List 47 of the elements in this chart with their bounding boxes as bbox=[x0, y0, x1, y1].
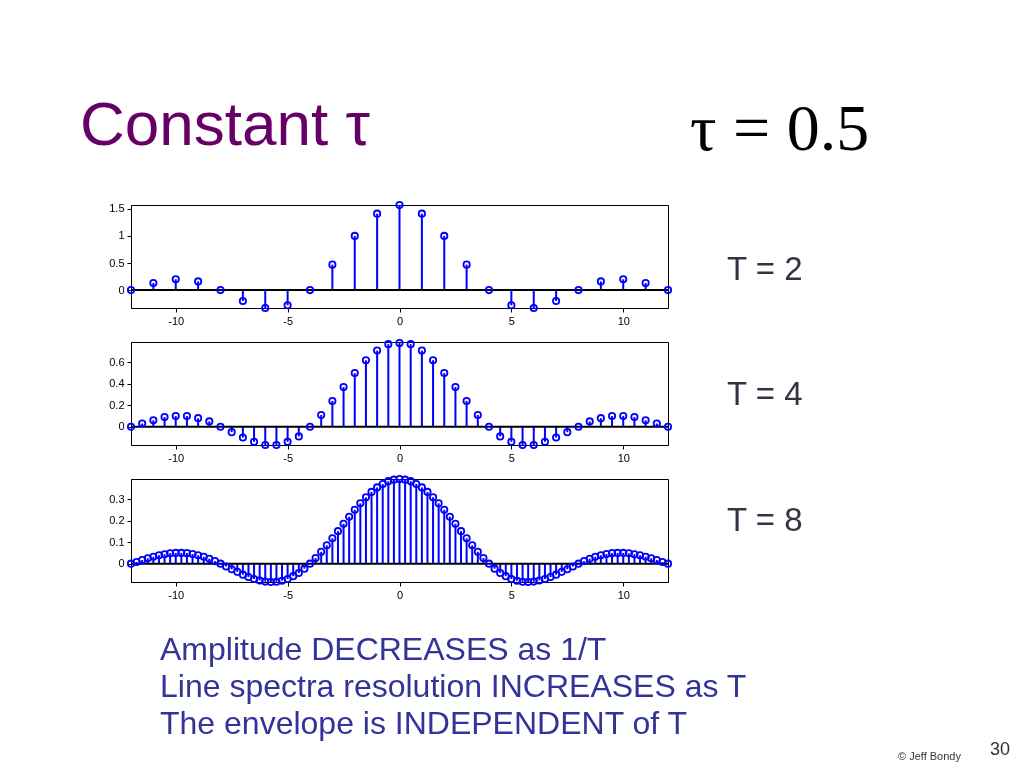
point bbox=[149, 279, 158, 288]
x-tick-label: -10 bbox=[168, 588, 185, 601]
y-tick-label: 0.5 bbox=[109, 256, 125, 269]
text: The envelope is INDEPENDENT of T bbox=[160, 705, 688, 741]
x-tick-label: 0 bbox=[396, 451, 404, 464]
y-tick-label: 0 bbox=[118, 420, 125, 433]
point bbox=[484, 286, 494, 295]
y-tick-label: 0.6 bbox=[109, 355, 125, 368]
text: © Jeff Bondy bbox=[898, 750, 962, 762]
x-tick-label: -5 bbox=[283, 588, 294, 601]
y-tick-label: 0.3 bbox=[109, 492, 125, 505]
point bbox=[126, 286, 136, 295]
y-tick-label: 0 bbox=[118, 283, 125, 296]
text: T = 4 bbox=[727, 375, 803, 412]
text: Amplitude DECREASES as 1/T bbox=[160, 631, 607, 667]
x-tick-label: 10 bbox=[617, 314, 630, 327]
text: T = 2 bbox=[727, 250, 803, 287]
y-tick-label: 0.2 bbox=[109, 398, 125, 411]
text: T = 8 bbox=[727, 501, 803, 538]
point bbox=[305, 422, 315, 431]
x-tick-label: -5 bbox=[283, 451, 294, 464]
y-tick-label: 0.2 bbox=[109, 514, 125, 527]
x-tick-label: 5 bbox=[508, 451, 515, 464]
y-tick-label: 0 bbox=[118, 557, 125, 570]
x-tick-label: 0 bbox=[396, 314, 404, 327]
y-tick-label: 1 bbox=[118, 229, 125, 242]
text: 30 bbox=[990, 739, 1011, 759]
x-tick-label: 10 bbox=[617, 451, 630, 464]
x-tick-label: 0 bbox=[396, 588, 404, 601]
x-tick-label: -10 bbox=[168, 451, 185, 464]
chart-subtitle: τ = 0.5 bbox=[690, 91, 870, 164]
x-tick-label: -10 bbox=[168, 314, 185, 327]
point bbox=[126, 422, 136, 431]
x-tick-label: 5 bbox=[508, 314, 515, 327]
text: Line spectra resolution INCREASES as T bbox=[160, 668, 747, 704]
point bbox=[484, 422, 494, 431]
x-tick-label: -5 bbox=[283, 314, 294, 327]
y-tick-label: 1.5 bbox=[109, 202, 125, 215]
point bbox=[305, 286, 315, 295]
point bbox=[663, 286, 673, 295]
y-tick-label: 0.4 bbox=[109, 377, 125, 390]
point bbox=[641, 279, 650, 288]
x-tick-label: 10 bbox=[617, 588, 630, 601]
point bbox=[663, 422, 673, 431]
chart-title: Constant τ bbox=[80, 89, 370, 158]
y-tick-label: 0.1 bbox=[109, 535, 125, 548]
x-tick-label: 5 bbox=[508, 588, 515, 601]
